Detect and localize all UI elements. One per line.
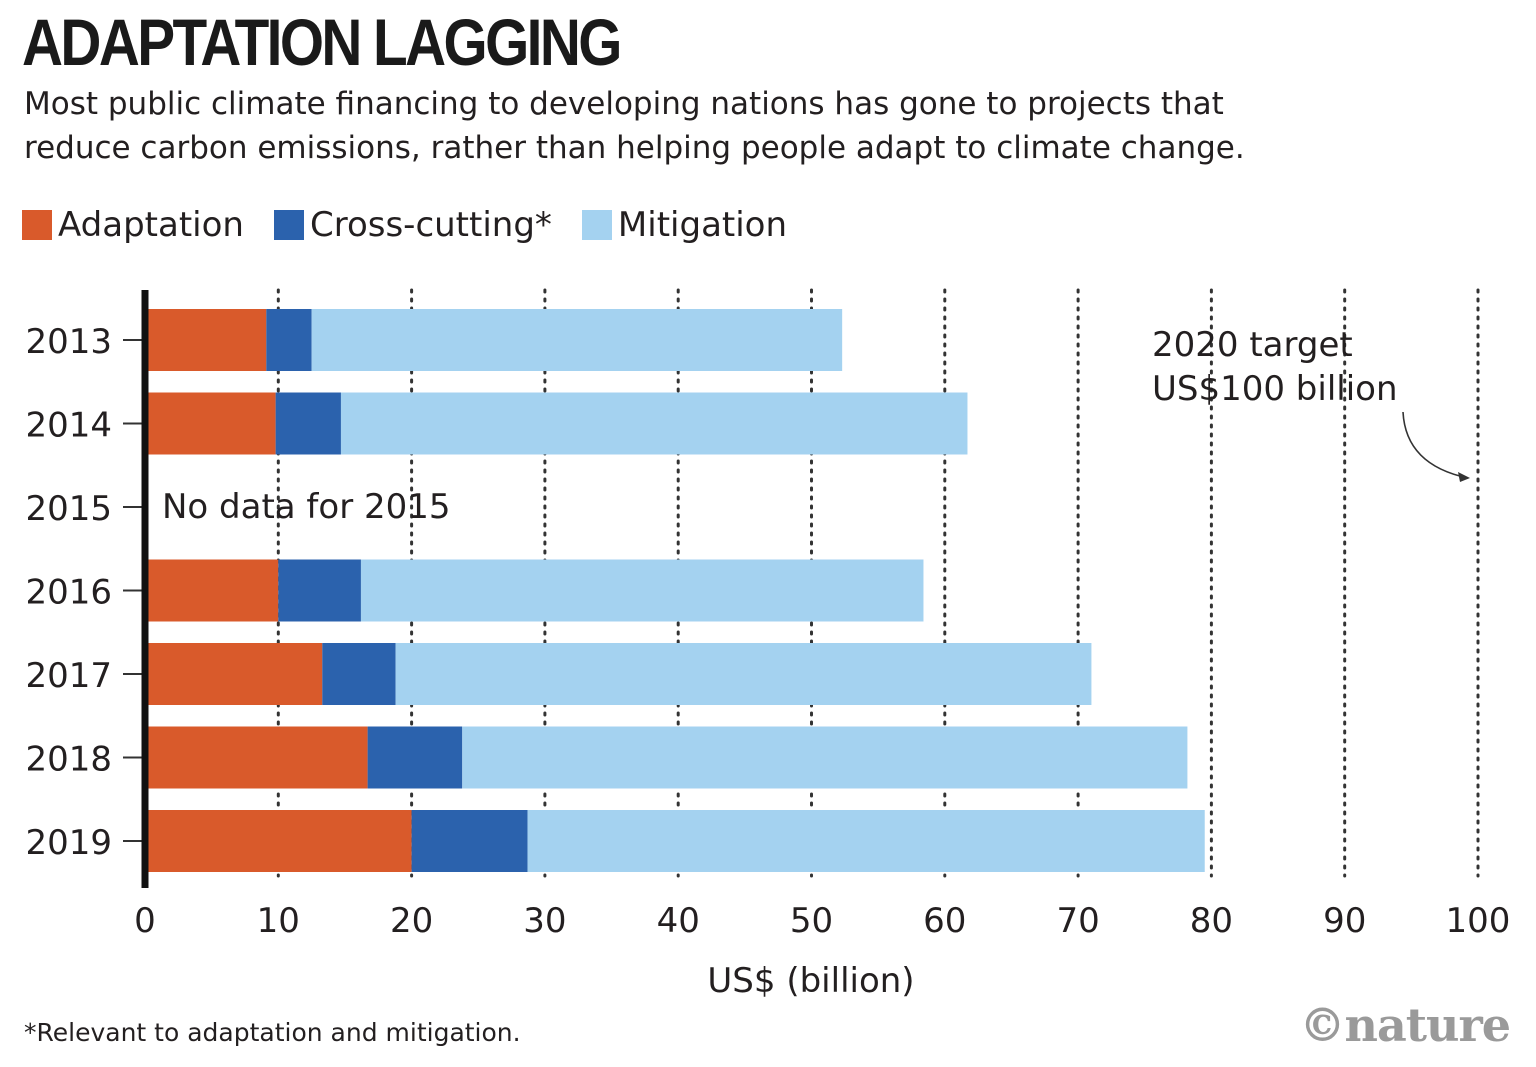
y-tick-label: 2019 <box>25 823 112 863</box>
bar-mitigation-2017 <box>395 643 1092 705</box>
x-tick-label: 10 <box>257 901 300 941</box>
subtitle-line: reduce carbon emissions, rather than hel… <box>24 130 1245 166</box>
target-arrow <box>1402 411 1469 479</box>
legend: Adaptation Cross-cutting* Mitigation <box>22 205 817 245</box>
y-tick-label: 2016 <box>25 573 112 613</box>
x-tick-label: 50 <box>790 901 833 941</box>
legend-swatch <box>22 210 52 240</box>
chart-subtitle: Most public climate financing to develop… <box>24 82 1504 170</box>
bar-crosscutting-2019 <box>411 810 528 872</box>
legend-item-cross-cutting: Cross-cutting* <box>273 205 552 245</box>
target-annotation: 2020 target <box>1152 325 1353 365</box>
bar-mitigation-2019 <box>527 810 1205 872</box>
bar-crosscutting-2013 <box>266 309 312 371</box>
legend-label: Cross-cutting* <box>309 205 552 245</box>
target-annotation: US$100 billion <box>1152 369 1398 409</box>
bar-crosscutting-2018 <box>367 726 463 789</box>
bar-mitigation-2014 <box>340 392 968 455</box>
bar-mitigation-2013 <box>311 309 843 371</box>
legend-label: Mitigation <box>617 205 788 245</box>
bar-adaptation-2016 <box>145 559 279 622</box>
y-tick-label: 2013 <box>25 322 112 362</box>
x-tick-label: 20 <box>390 901 433 941</box>
legend-label: Adaptation <box>58 205 244 245</box>
arrowhead-icon <box>1458 472 1470 482</box>
nature-logo: ©nature <box>1299 998 1511 1052</box>
bar-adaptation-2013 <box>145 309 267 371</box>
footnote: *Relevant to adaptation and mitigation. <box>24 1018 521 1047</box>
legend-swatch <box>273 210 304 240</box>
bar-mitigation-2018 <box>462 726 1188 789</box>
bar-adaptation-2019 <box>145 810 412 872</box>
x-tick-label: 80 <box>1190 901 1233 941</box>
legend-swatch <box>581 210 612 240</box>
y-tick-label: 2015 <box>25 489 112 529</box>
x-tick-label: 30 <box>523 901 566 941</box>
bar-crosscutting-2016 <box>278 559 361 622</box>
chart-title: ADAPTATION LAGGING <box>22 5 622 79</box>
x-tick-label: 60 <box>923 901 966 941</box>
legend-item-adaptation: Adaptation <box>22 205 244 245</box>
legend-item-mitigation: Mitigation <box>581 205 788 245</box>
bar-mitigation-2016 <box>360 559 924 622</box>
bar-adaptation-2018 <box>145 726 368 789</box>
x-tick-label: 70 <box>1056 901 1099 941</box>
bar-crosscutting-2017 <box>322 643 396 705</box>
bar-adaptation-2017 <box>145 643 323 705</box>
bar-crosscutting-2014 <box>275 392 341 455</box>
bar-adaptation-2014 <box>145 392 276 455</box>
x-tick-label: 90 <box>1323 901 1366 941</box>
x-tick-label: 100 <box>1446 901 1511 941</box>
y-tick-label: 2014 <box>25 406 112 446</box>
y-tick-label: 2017 <box>25 656 112 696</box>
no-data-annotation: No data for 2015 <box>162 487 451 527</box>
x-axis-label: US$ (billion) <box>707 961 914 1001</box>
x-tick-label: 40 <box>657 901 700 941</box>
y-tick-label: 2018 <box>25 740 112 780</box>
subtitle-line: Most public climate financing to develop… <box>24 86 1224 122</box>
x-tick-label: 0 <box>134 901 156 941</box>
